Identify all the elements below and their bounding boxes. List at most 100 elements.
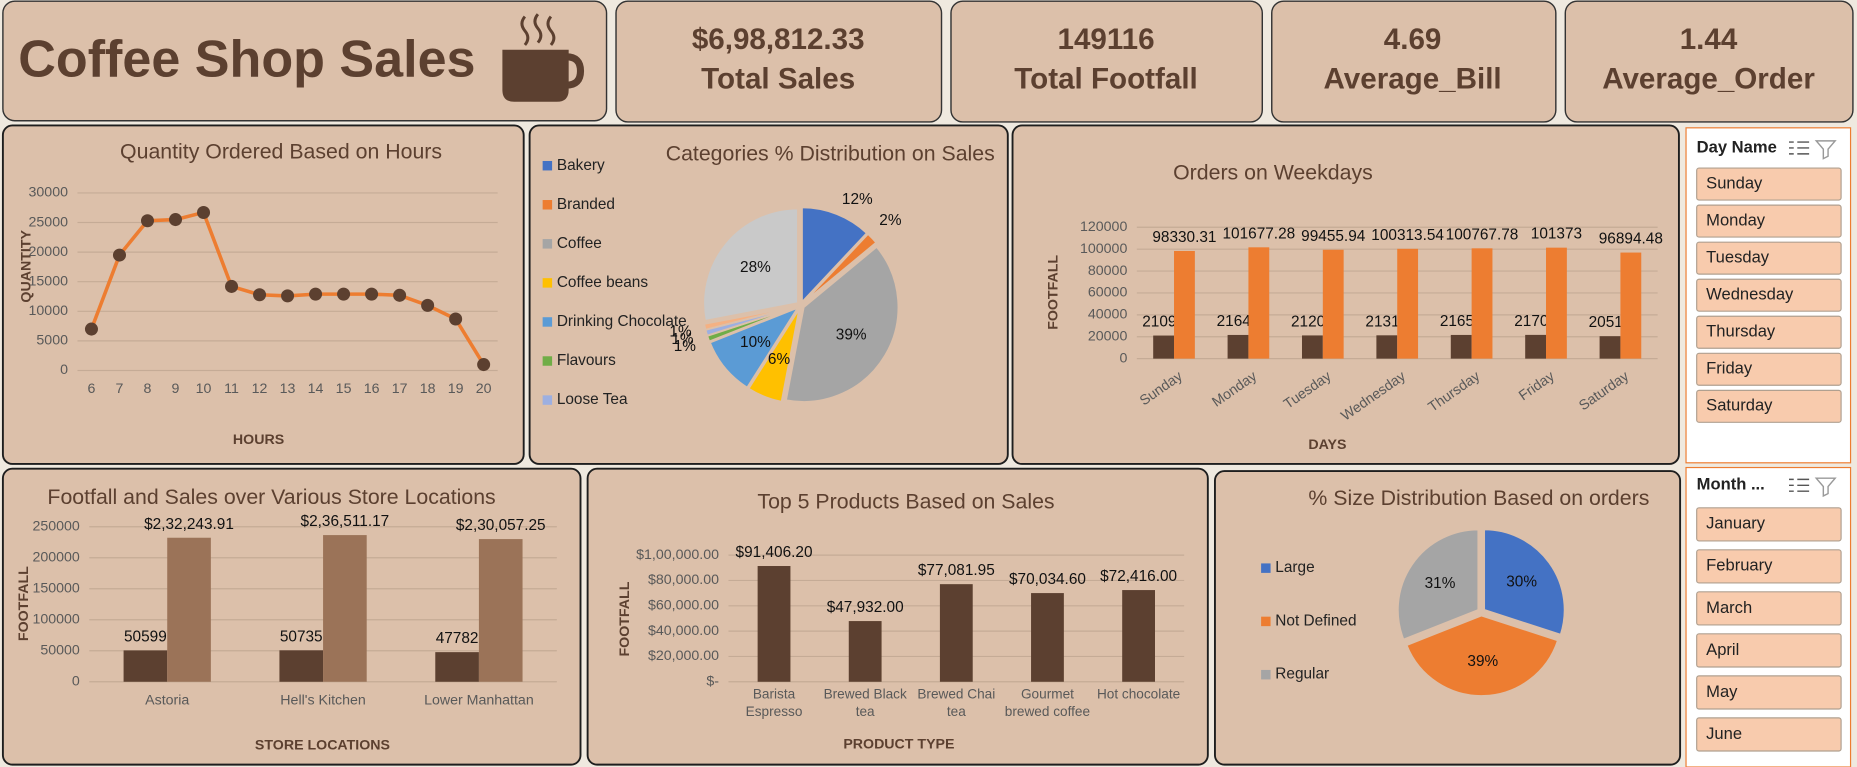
y-tick-label: $20,000.00 <box>648 648 719 664</box>
kpi-card <box>950 0 1263 123</box>
y-tick-label: $1,00,000.00 <box>636 547 719 563</box>
pie-slice <box>703 305 798 331</box>
pie-label: 2% <box>879 212 902 229</box>
slicer-item[interactable]: Monday <box>1706 210 1766 229</box>
legend-label: Not Defined <box>1275 612 1356 629</box>
point <box>421 298 435 312</box>
pie-slice <box>1405 614 1560 697</box>
x-tick-label-box: Barista Espresso <box>745 687 803 720</box>
data-label: $72,416.00 <box>1100 568 1177 585</box>
slicer-button[interactable] <box>1696 633 1842 668</box>
y-tick-label: 80000 <box>1088 263 1128 279</box>
panel <box>1011 124 1680 465</box>
x-tick-label: Brewed Chai tea <box>917 687 996 720</box>
point <box>253 288 267 302</box>
data-label: $91,406.20 <box>736 544 813 561</box>
slicer-item[interactable]: Sunday <box>1706 173 1763 192</box>
chart-title: Categories % Distribution on Sales <box>666 142 995 166</box>
data-label: $2,36,511.17 <box>301 513 390 530</box>
slicer-item[interactable]: May <box>1706 682 1738 701</box>
pie-label: 12% <box>842 191 873 208</box>
x-tick-label: 9 <box>172 381 180 397</box>
multi-select-icon[interactable] <box>1789 141 1810 155</box>
y-tick-label: 15000 <box>29 273 69 289</box>
y-tick-label: 200000 <box>32 549 79 565</box>
bar <box>1620 252 1642 359</box>
x-tick-label: 16 <box>364 381 380 397</box>
y-tick-label: $60,000.00 <box>648 598 719 614</box>
slicer-button[interactable] <box>1696 549 1842 584</box>
slicer-item[interactable]: Saturday <box>1706 396 1773 415</box>
chart-title: Quantity Ordered Based on Hours <box>120 139 442 163</box>
pie-label: 39% <box>836 326 867 343</box>
pie-label: 30% <box>1506 574 1537 591</box>
y-tick-label: 60000 <box>1088 285 1128 301</box>
slicer-button[interactable] <box>1696 167 1842 201</box>
y-axis-label: QUANTITY <box>18 230 34 303</box>
pie-label: 1% <box>669 323 692 340</box>
slicer-item[interactable]: Wednesday <box>1706 285 1794 304</box>
point <box>197 205 211 219</box>
pie-slice <box>708 305 801 389</box>
x-tick-label: 8 <box>144 381 152 397</box>
slicer-button[interactable] <box>1696 315 1842 349</box>
slicer-item[interactable]: Tuesday <box>1706 248 1770 267</box>
y-tick-label: 0 <box>72 674 80 690</box>
pie-slice <box>747 308 801 403</box>
point <box>84 322 98 336</box>
slicer-button[interactable] <box>1696 717 1842 752</box>
slicer-item[interactable]: March <box>1706 598 1752 617</box>
legend-label: Branded <box>557 196 615 213</box>
data-label: $77,081.95 <box>918 562 995 579</box>
bar <box>478 539 523 682</box>
slicer-button[interactable] <box>1696 675 1842 710</box>
slicer-item[interactable]: Thursday <box>1706 322 1776 341</box>
pie-label: 10% <box>740 334 771 351</box>
slicer-button[interactable] <box>1696 278 1842 312</box>
pie-label: 1% <box>674 338 697 355</box>
slicer-button[interactable] <box>1696 591 1842 626</box>
x-tick-label: 17 <box>392 381 408 397</box>
pie-label: 31% <box>1425 575 1456 592</box>
bar <box>1153 335 1175 359</box>
slicer-item[interactable]: June <box>1706 724 1742 743</box>
clear-filter-icon[interactable] <box>1814 477 1837 498</box>
point <box>140 214 155 228</box>
x-tick-label-box: Hot chocolate <box>1097 688 1180 702</box>
multi-select-icon[interactable] <box>1789 478 1810 492</box>
pie-label: 1% <box>671 331 694 348</box>
y-tick-label: $40,000.00 <box>648 623 719 639</box>
y-tick-label: 20000 <box>29 244 69 260</box>
x-tick-label: Barista Espresso <box>745 687 803 720</box>
pie-label: 39% <box>1467 653 1498 670</box>
bar <box>1248 247 1270 359</box>
y-tick-label: 100000 <box>32 612 79 628</box>
legend-label: Drinking Chocolate <box>557 313 687 330</box>
slicer-button[interactable] <box>1696 352 1842 386</box>
bar <box>1450 334 1472 359</box>
legend-label: Regular <box>1275 666 1329 683</box>
kpi-label: Average_Order <box>1602 62 1815 95</box>
slicer-button[interactable] <box>1696 204 1842 238</box>
x-tick-label: Gourmet brewed coffee <box>1004 687 1091 720</box>
y-tick-label: 150000 <box>32 580 79 596</box>
x-tick-label: 20 <box>476 381 492 397</box>
pie-slice <box>784 245 900 403</box>
legend-swatch <box>542 239 553 249</box>
y-tick-label: 100000 <box>1080 241 1127 257</box>
slicer-button[interactable] <box>1696 389 1842 423</box>
chart-title: % Size Distribution Based on orders <box>1308 486 1649 510</box>
slicer-item[interactable]: April <box>1706 640 1739 659</box>
slicer-item[interactable]: January <box>1706 514 1766 533</box>
panel <box>1 467 582 766</box>
data-label: $2,30,057.25 <box>456 517 546 534</box>
y-tick-label: 10000 <box>29 303 69 319</box>
slicer-button[interactable] <box>1696 241 1842 275</box>
y-tick-label: $- <box>706 674 719 690</box>
clear-filter-icon[interactable] <box>1814 140 1837 160</box>
slicer-item[interactable]: February <box>1706 556 1773 575</box>
slicer-item[interactable]: Friday <box>1706 359 1753 378</box>
slicer-button[interactable] <box>1696 507 1842 542</box>
y-tick-label: 0 <box>60 362 68 378</box>
